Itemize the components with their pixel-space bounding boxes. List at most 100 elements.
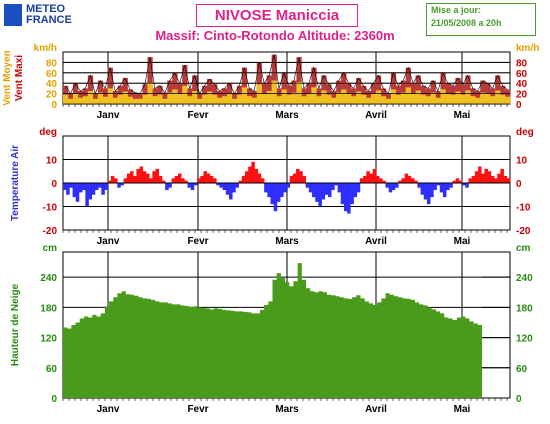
temp-positive-bar [130,171,134,183]
wind-max-bar [271,54,277,104]
temp-negative-bar [334,183,338,186]
temp-positive-bar [248,166,252,183]
temp-positive-bar [503,175,508,183]
temp-positive-bar [363,175,367,183]
snow-month-label: Mars [275,404,299,415]
snow-axis-label: Hauteur de Neige [10,283,21,366]
snow-ytick-left: 240 [40,273,57,284]
wind-max-bar [311,67,317,104]
temp-negative-bar [283,183,287,193]
wind-mean-bar [490,96,496,104]
temp-positive-bar [490,175,495,183]
temp-axis-label: Temperature Air [10,145,21,221]
wind-mean-bar [231,98,238,104]
temp-positive-bar [136,168,140,183]
temp-negative-bar [426,183,431,205]
temp-negative-bar [75,183,80,202]
temp-negative-bar [276,183,281,202]
temp-positive-bar [254,168,259,183]
temp-positive-bar [471,175,476,183]
temp-positive-bar [398,180,402,183]
temp-negative-bar [318,183,322,207]
wind-mean-bar [216,97,223,104]
temp-negative-bar [94,183,99,191]
temp-positive-bar [142,171,147,183]
temp-positive-bar [149,178,153,183]
wind-mean-bar [470,96,476,104]
wind-mean-bar [296,82,302,104]
logo-text: METEO FRANCE [26,4,72,26]
temp-positive-bar [244,171,249,183]
snow-ytick-left: 60 [46,364,58,375]
wind-max-bar [192,75,198,104]
temp-positive-bar [455,178,460,183]
wind-mean-bar [266,91,272,104]
wind-ytick-right: 60 [516,69,528,80]
wind-max-bar [480,80,486,104]
temp-negative-bar [420,183,425,195]
temp-positive-bar [133,175,137,183]
station-title: NIVOSE Maniccia [196,4,358,27]
temp-ytick-left: 10 [46,156,58,167]
wind-ytick-right: 40 [516,79,528,90]
temp-negative-bar [353,183,358,198]
temp-negative-bar [85,183,89,207]
temp-negative-bar [433,183,437,191]
wind-mean-bar [102,96,108,104]
wind-mean-bar [271,80,277,104]
temp-positive-bar [292,173,297,183]
wind-mean-bar [455,91,461,104]
temp-ytick-right: 0 [516,179,522,190]
temp-month-label: Janv [97,236,120,247]
wind-ytick-right: 0 [516,100,522,111]
wind-mean-bar [132,98,138,104]
temp-positive-bar [257,173,262,183]
wind-mean-bar [346,93,352,104]
wind-mean-bar [286,94,292,104]
snow-ytick-right: 0 [516,394,522,405]
wind-mean-bar [221,96,228,104]
wind-max-bar [167,80,173,104]
temp-negative-bar [385,183,389,188]
wind-mean-bar [187,96,193,104]
wind-mean-bar [480,92,486,104]
wind-mean-bar [306,93,312,104]
temp-positive-bar [411,178,415,183]
wind-mean-bar [152,96,158,104]
wind-mean-bar [212,94,218,104]
temp-unit-right: deg [516,127,534,138]
wind-mean-bar [365,97,372,104]
wind-max-bar [162,92,168,104]
temp-negative-bar [436,183,441,186]
wind-max-bar [216,91,223,104]
snow-month-label: Fevr [187,404,208,415]
wind-mean-axis-label: Vent Moyen [2,50,13,106]
temp-positive-bar [174,175,179,183]
wind-ytick-right: 80 [516,58,528,69]
wind-mean-bar [475,97,481,104]
logo-line2: FRANCE [26,14,72,26]
wind-unit-right: km/h [516,43,539,54]
temp-positive-bar [497,173,501,183]
wind-mean-bar [107,88,113,104]
temp-negative-bar [442,183,447,198]
temp-month-label: Mars [275,236,299,247]
temp-negative-bar [308,183,313,193]
wind-max-bar [97,80,104,104]
wind-mean-bar [450,94,456,104]
wind-max-bar [266,75,272,104]
temp-positive-bar [487,171,492,183]
temp-positive-bar [152,171,156,183]
wind-ytick-left: 20 [46,90,58,101]
temp-negative-bar [449,183,453,188]
wind-mean-bar [500,94,506,104]
snow-month-label: Mai [454,404,471,415]
wind-mean-bar [276,96,282,104]
temp-positive-bar [238,180,243,183]
wind-max-bar [142,84,148,104]
wind-mean-bar [316,96,322,104]
temp-positive-bar [289,175,294,183]
temp-positive-bar [181,178,185,183]
temp-positive-bar [375,175,380,183]
wind-mean-bar [251,97,257,104]
